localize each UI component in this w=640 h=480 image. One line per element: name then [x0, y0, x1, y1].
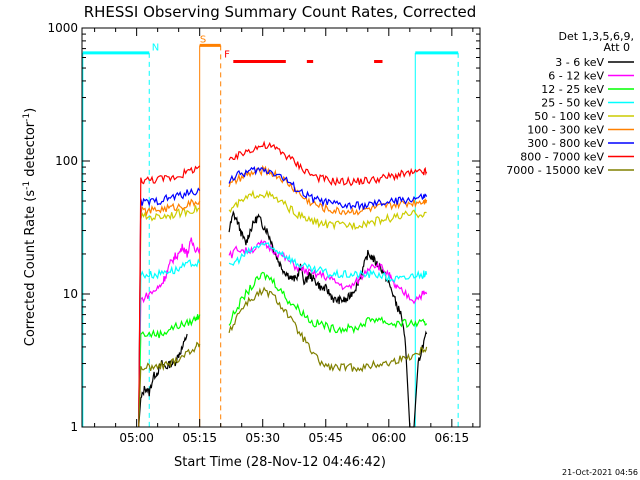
y-tick-label-3: 1000 — [47, 21, 78, 35]
y-axis-label-base: Corrected Count Rate (s — [23, 190, 38, 347]
series-line-6 — [138, 166, 428, 428]
plot-clip-group: N S F — [82, 34, 459, 428]
y-tick-label-2: 100 — [55, 154, 78, 168]
x-axis-label: Start Time (28-Nov-12 04:46:42) — [174, 455, 386, 470]
y-axis-label: Corrected Count Rate (s-1 detector-1) — [22, 108, 38, 346]
y-axis-label-end: ) — [23, 108, 38, 113]
series-line-4 — [138, 189, 427, 428]
x-tick-label-3: 05:45 — [308, 431, 343, 445]
footer-date: 21-Oct-2021 04:56 — [562, 468, 638, 477]
legend-label-1: 6 - 12 keV — [548, 70, 604, 83]
y-tick-label-1: 10 — [63, 287, 78, 301]
y-axis-label-sup1: -1 — [22, 181, 32, 190]
y-axis-label-mid: detector — [23, 121, 38, 181]
series-line-3 — [138, 242, 428, 428]
legend-label-4: 50 - 100 keV — [534, 110, 604, 123]
series-layer — [138, 140, 428, 428]
plot-frame — [81, 27, 481, 428]
legend-label-3: 25 - 50 keV — [541, 97, 604, 110]
x-tick-label-5: 06:15 — [435, 431, 470, 445]
series-line-8 — [138, 286, 428, 428]
y-axis: 1 10 100 1000 — [47, 21, 480, 434]
legend-title-line2: Att 0 — [604, 41, 630, 54]
legend-label-5: 100 - 300 keV — [527, 124, 604, 137]
legend-label-6: 300 - 800 keV — [527, 137, 604, 150]
overlay-label-2: F — [224, 50, 230, 61]
x-axis: 05:00 05:15 05:30 05:45 06:00 06:15 — [94, 28, 474, 445]
x-tick-label-1: 05:15 — [182, 431, 217, 445]
series-line-1 — [138, 237, 428, 428]
series-line-7 — [138, 140, 428, 428]
overlay-label-0: N — [152, 42, 159, 53]
legend-label-8: 7000 - 15000 keV — [506, 164, 604, 177]
y-axis-label-sup2: -1 — [22, 113, 32, 122]
chart-title: RHESSI Observing Summary Count Rates, Co… — [84, 3, 477, 21]
series-line-2 — [138, 271, 428, 428]
legend-title-line1: Det 1,3,5,6,9, — [558, 30, 634, 43]
series-line-5 — [138, 164, 428, 428]
x-tick-label-2: 05:30 — [245, 431, 280, 445]
y-tick-label-0: 1 — [70, 420, 78, 434]
x-tick-label-4: 06:00 — [372, 431, 407, 445]
overlay-layer: N S F — [82, 34, 459, 427]
legend-label-7: 800 - 7000 keV — [520, 151, 604, 164]
legend-label-0: 3 - 6 keV — [555, 56, 604, 69]
overlay-label-1: S — [200, 34, 206, 45]
legend-label-2: 12 - 25 keV — [541, 83, 604, 96]
x-tick-label-0: 05:00 — [119, 431, 154, 445]
